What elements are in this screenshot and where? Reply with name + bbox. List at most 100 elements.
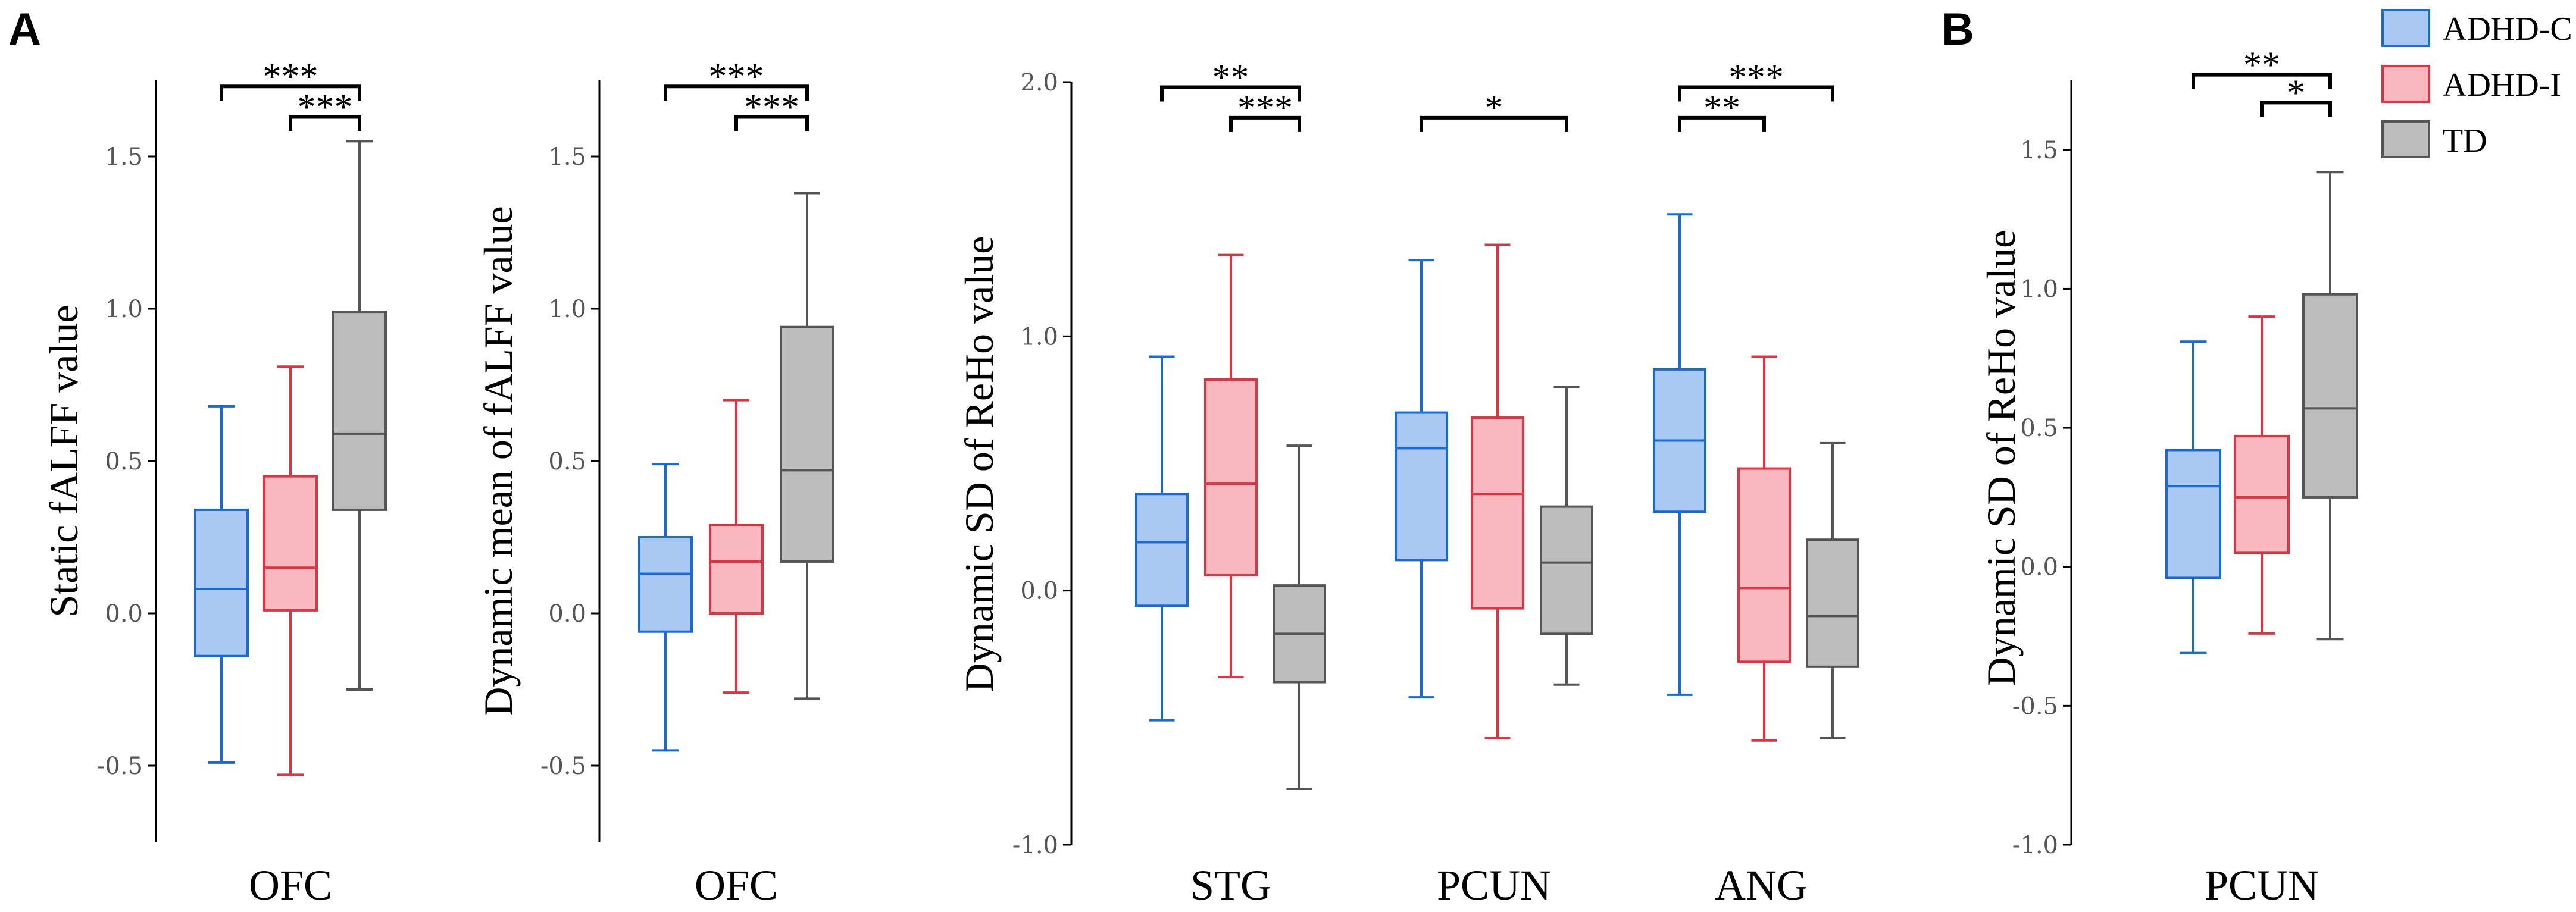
panel-label-b: B [1942,4,1974,55]
significance-ofc-adhd-i-vs-td: *** [289,87,361,131]
category-labels: OFC [695,861,778,909]
y-tick-label: 1.5 [105,143,143,171]
category-label-ofc: OFC [249,861,332,909]
category-label-pcun: PCUN [1437,861,1551,909]
box-pcun-adhd-c [2165,340,2221,654]
significance-bracket [289,115,361,131]
box-pcun-td [2302,171,2358,641]
significance-label: * [1485,88,1503,129]
y-tick-label: -1.0 [1012,832,1058,859]
box-ofc-td [780,192,834,700]
box-body [1135,493,1189,607]
box-body [709,524,764,615]
boxes [638,192,834,752]
category-labels: OFC [249,861,332,909]
box-body [1204,378,1258,577]
box-body [263,475,318,612]
boxes [194,140,387,776]
box-pcun-td [1540,386,1593,686]
box-ang-adhd-i [1737,355,1791,742]
significance-pcun-adhd-c-vs-td: ** [2192,45,2332,89]
y-ticks: -1.0 0.0 1.0 2.0 [1012,69,1071,859]
legend: ADHD-C ADHD-I TD [2381,9,2572,159]
y-tick-label: 0.5 [2020,415,2058,442]
category-labels: STG PCUN ANG [1190,861,1808,909]
box-body [1540,505,1593,635]
panel-label-a: A [8,4,41,55]
y-tick-label: 0.0 [2020,554,2058,581]
y-tick-label: 1.5 [2020,137,2058,164]
significance-bracket [1420,115,1568,132]
chart-dynamic-mean-falff: Dynamic mean of fALFF value -0.5 0.0 0.5 1.… [476,57,834,909]
significance-brackets: *** [2192,45,2332,117]
box-ofc-td [332,140,387,691]
box-ang-td [1806,441,1859,739]
legend-item-adhd-c: ADHD-C [2381,9,2572,48]
significance-label: *** [1728,58,1784,98]
y-tick-label: -0.5 [540,753,586,780]
boxes [1135,213,1859,790]
significance-stg-adhd-c-vs-td: ** [1160,58,1301,102]
chart-dynamic-sd-reho-b: Dynamic SD of ReHo value -1.0 -0.5 0.0 0.5 1… [1978,45,2358,909]
category-label-ofc: OFC [695,861,778,909]
box-body [780,325,834,563]
significance-brackets: ***** ****** [1160,58,1834,132]
box-stg-td [1273,444,1326,790]
significance-label: *** [1237,88,1293,129]
box-ofc-adhd-c [194,405,249,764]
y-tick-label: 0.0 [1020,578,1058,605]
box-body [194,508,249,657]
y-tick-label: 0.0 [105,600,143,628]
y-tick-label: 0.0 [548,600,586,628]
y-tick-label: 0.5 [548,448,586,475]
box-pcun-adhd-c [1395,259,1448,699]
box-ofc-adhd-c [638,463,693,752]
box-body [1471,416,1524,610]
legend-label-adhd-c: ADHD-C [2443,11,2572,48]
box-body [1395,411,1448,562]
significance-label: * [2287,73,2305,113]
significance-bracket [1678,85,1834,102]
significance-bracket [220,84,361,101]
chart-static-falff: Static fALFF value -0.5 0.0 0.5 1.0 1.5 ****… [41,57,387,909]
y-tick-label: 1.5 [548,143,586,171]
box-body [1737,467,1791,663]
significance-bracket [2192,73,2332,89]
box-body [2234,435,2290,554]
legend-item-adhd-i: ADHD-I [2381,65,2561,104]
y-tick-label: 1.0 [548,296,586,323]
legend-swatch-adhd-c [2381,9,2430,47]
y-tick-label: 1.0 [2020,275,2058,303]
significance-bracket [2260,101,2332,117]
y-tick-label: 1.0 [105,296,143,323]
significance-bracket [1678,115,1766,132]
y-axis-label: Static fALFF value [41,305,86,617]
box-pcun-adhd-i [2234,315,2290,635]
significance-bracket [734,115,809,131]
box-stg-adhd-c [1135,355,1189,722]
box-body [1806,538,1859,668]
y-axis-label: Dynamic SD of ReHo value [1978,230,2024,687]
y-tick-label: -1.0 [2012,832,2058,859]
box-ofc-adhd-i [709,399,764,694]
legend-label-adhd-i: ADHD-I [2443,67,2561,104]
y-axis-label: Dynamic SD of ReHo value [956,236,1002,692]
y-tick-label: 2.0 [1020,69,1058,96]
significance-brackets: ****** [220,57,361,131]
box-body [638,536,693,633]
significance-pcun-adhd-i-vs-td: * [2260,73,2332,117]
significance-label: ** [1212,58,1249,98]
significance-ang-adhd-c-vs-td: *** [1678,58,1834,102]
significance-brackets: ****** [664,57,809,131]
y-ticks: -0.5 0.0 0.5 1.0 1.5 [540,143,599,780]
category-label-ang: ANG [1715,861,1808,909]
y-tick-label: -0.5 [2012,692,2058,720]
box-ofc-adhd-i [263,365,318,776]
y-axis-label: Dynamic mean of fALFF value [476,206,521,716]
significance-label: *** [298,87,353,127]
y-tick-label: 0.5 [105,448,143,475]
box-body [2302,293,2358,499]
significance-label: ** [2243,45,2280,86]
significance-stg-adhd-i-vs-td: *** [1229,88,1301,132]
